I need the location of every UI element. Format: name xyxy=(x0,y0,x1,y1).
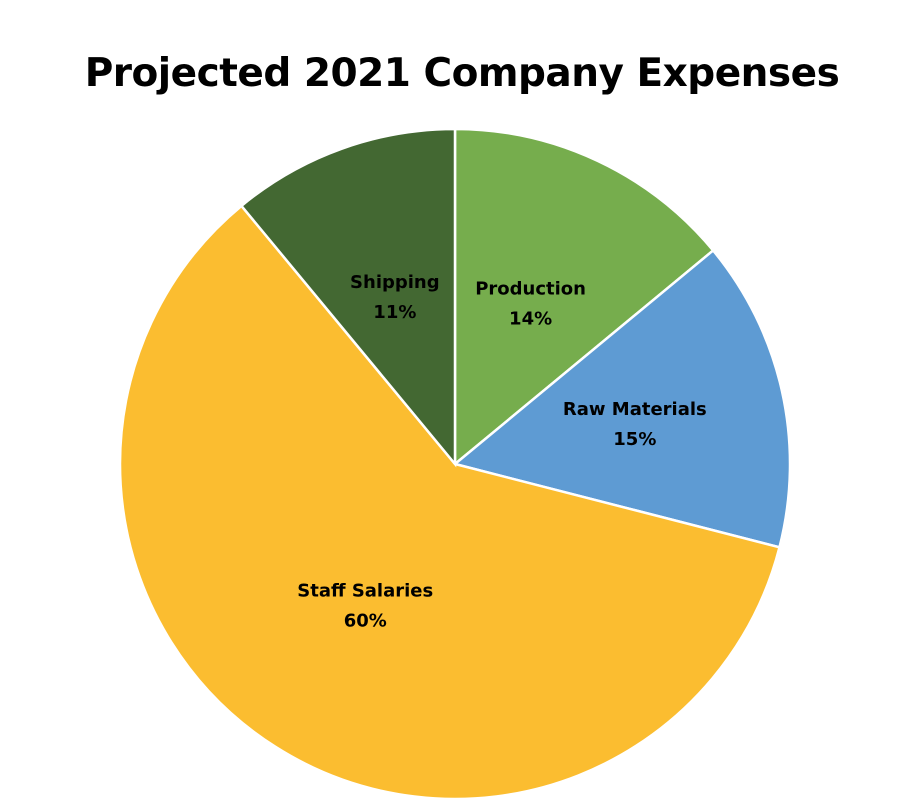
pie-slice-raw-materials xyxy=(452,248,792,549)
slice-label-raw-materials: Raw Materials xyxy=(563,399,707,420)
pie-slice-shipping xyxy=(239,127,457,468)
pie-slice-staff-salaries xyxy=(118,204,781,801)
slice-label-shipping: Shipping xyxy=(350,272,440,293)
pie-labels: Production 14% Raw Materials 15% Staff Salar… xyxy=(297,272,706,631)
pie-slices xyxy=(118,127,792,801)
slice-value-shipping: 11% xyxy=(373,302,416,323)
slice-value-staff-salaries: 60% xyxy=(344,610,387,631)
pie-slice-production xyxy=(453,127,715,467)
slice-label-staff-salaries: Staff Salaries xyxy=(297,580,433,601)
slice-value-production: 14% xyxy=(509,308,552,329)
slice-value-raw-materials: 15% xyxy=(613,429,656,450)
chart-title: Projected 2021 Company Expenses xyxy=(84,51,840,96)
slice-label-production: Production xyxy=(475,278,586,299)
